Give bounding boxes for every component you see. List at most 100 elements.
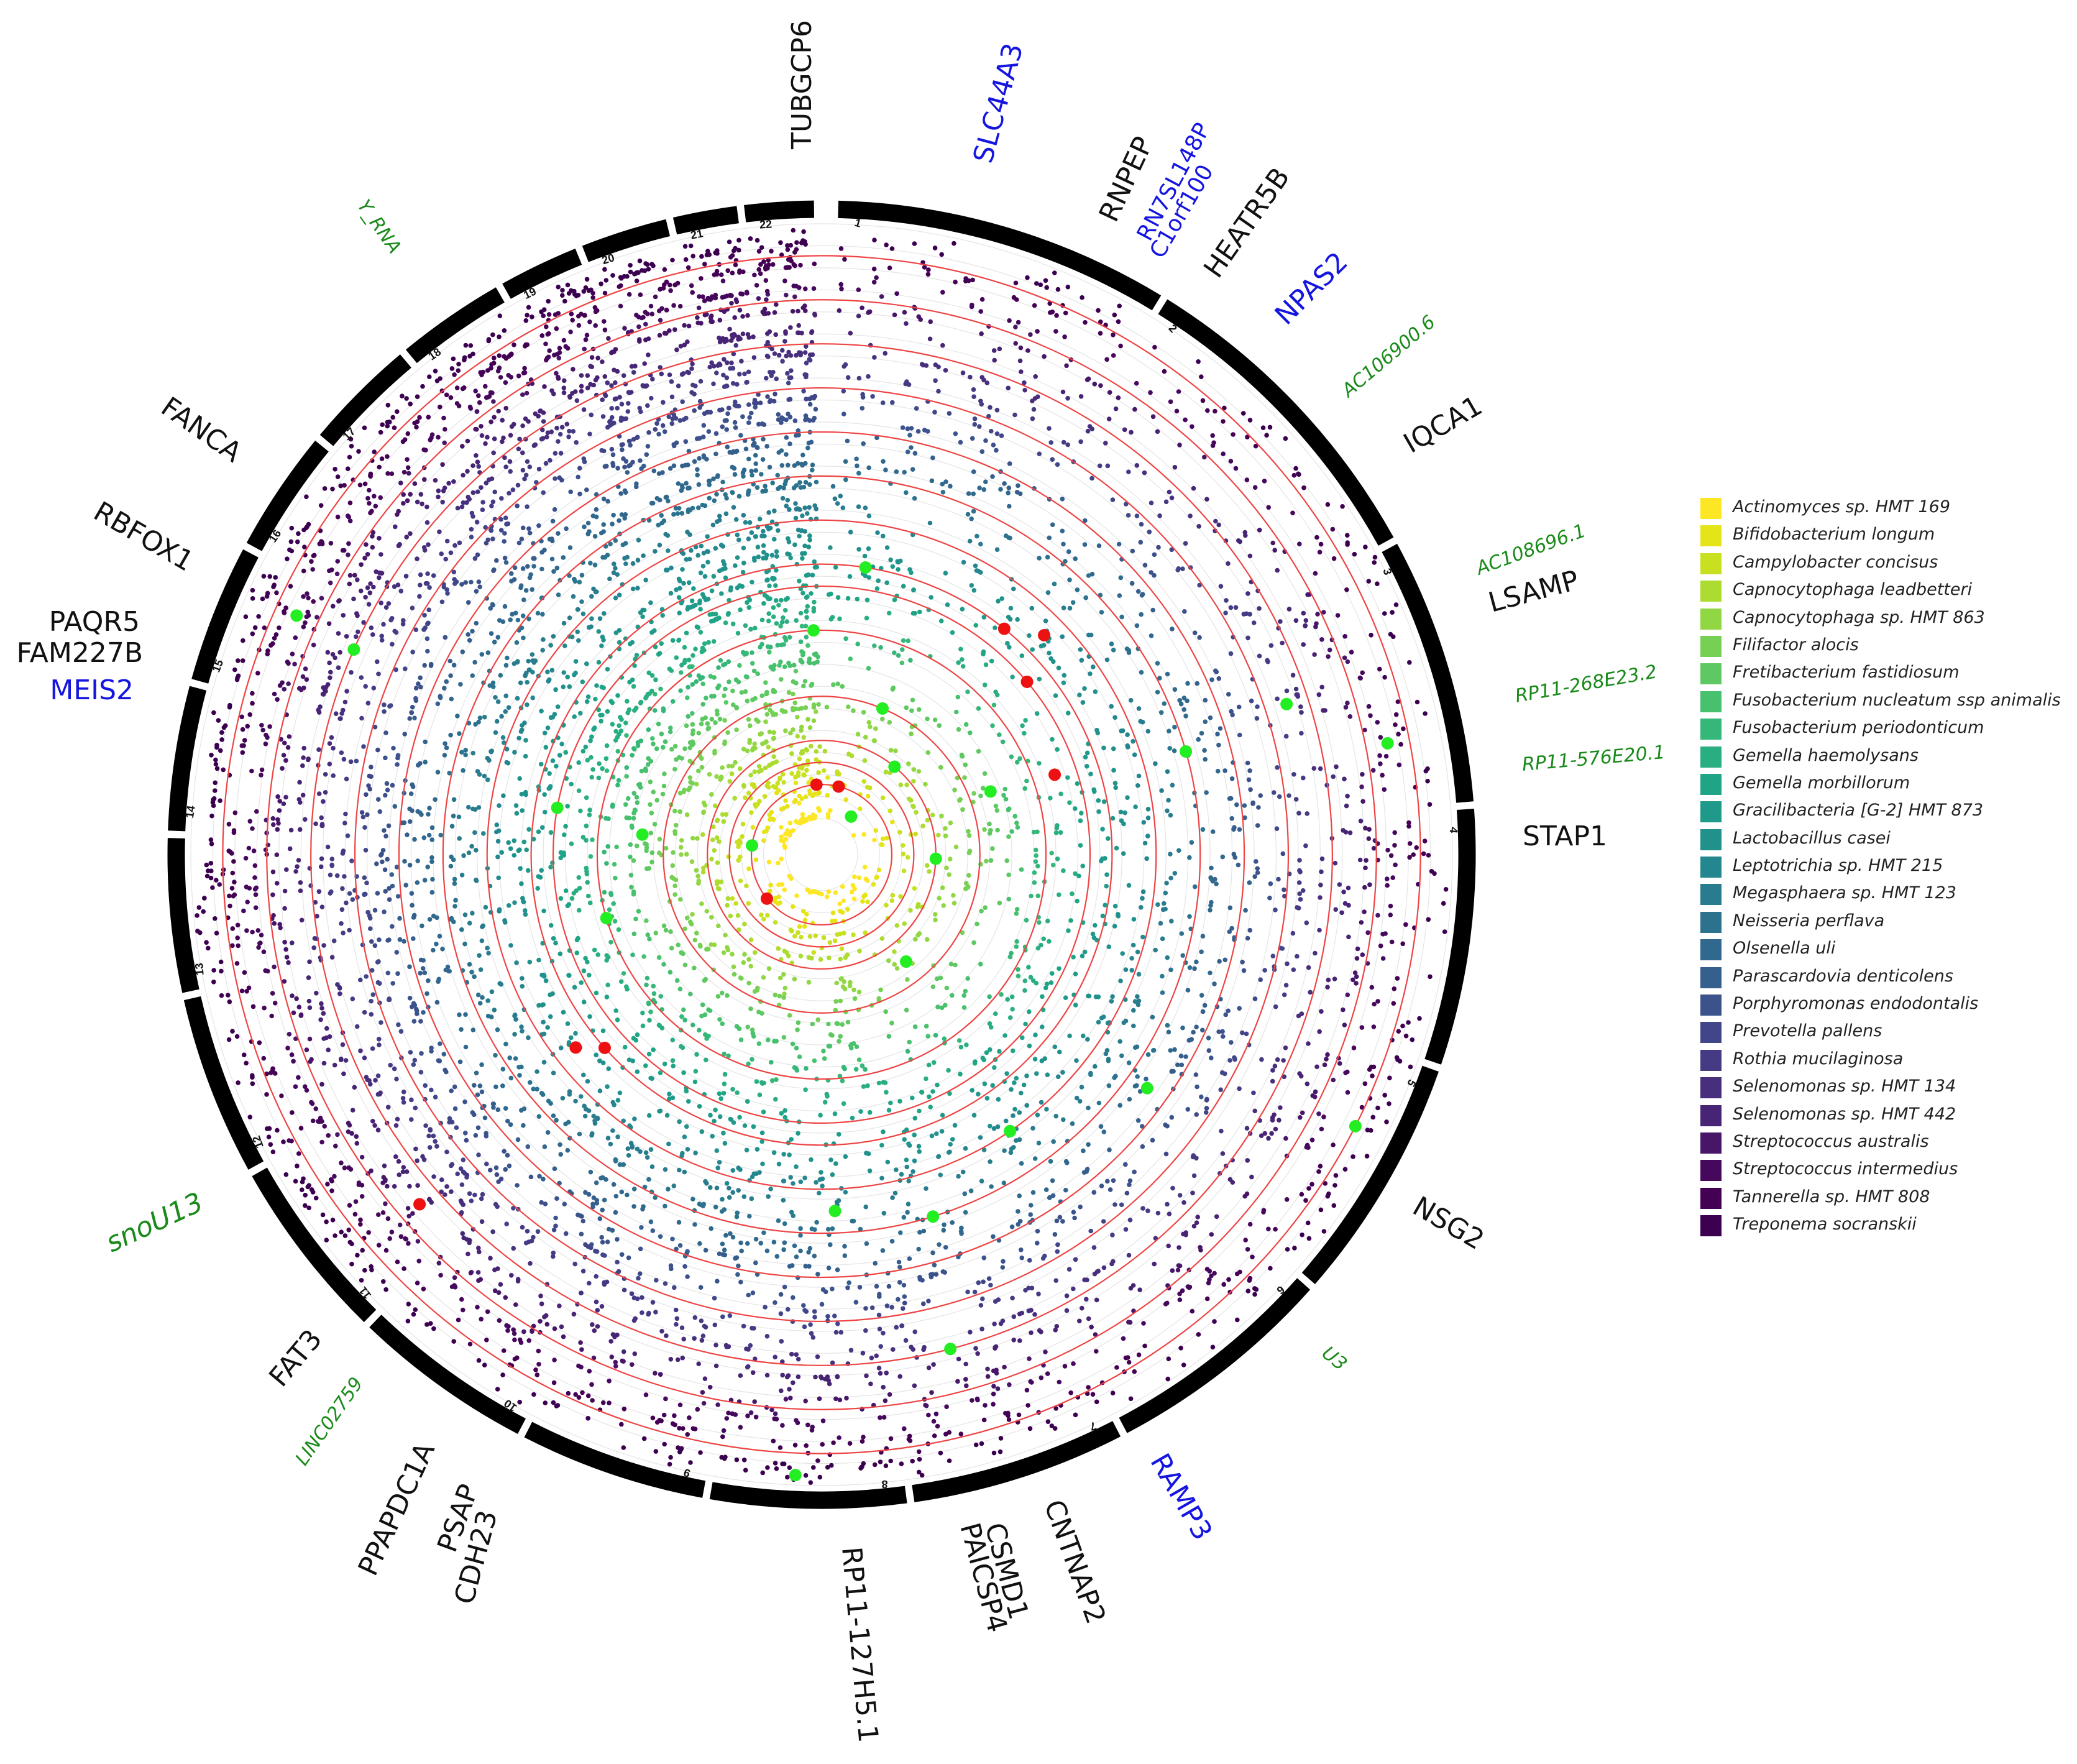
data-point <box>1026 965 1031 970</box>
data-point <box>924 363 929 368</box>
data-point <box>587 812 592 817</box>
data-point <box>1237 1086 1242 1091</box>
data-point <box>449 696 454 702</box>
data-point <box>520 1029 525 1034</box>
data-point <box>718 1096 723 1101</box>
data-point <box>746 402 751 407</box>
data-point <box>731 972 737 977</box>
data-point <box>565 1147 571 1153</box>
data-point <box>449 1088 454 1093</box>
data-point <box>1194 1084 1199 1090</box>
data-point <box>475 992 481 998</box>
data-point <box>828 808 833 813</box>
data-point <box>1192 884 1198 889</box>
data-point <box>1037 676 1042 682</box>
data-point <box>540 940 545 946</box>
data-point <box>565 674 570 680</box>
data-point <box>469 526 474 532</box>
data-point <box>1165 808 1170 814</box>
data-point <box>717 717 723 722</box>
data-point <box>864 1151 869 1155</box>
data-point <box>485 777 490 783</box>
data-point <box>588 561 593 566</box>
data-point <box>525 459 530 464</box>
data-point <box>1129 581 1135 586</box>
data-point <box>325 650 331 655</box>
data-point <box>482 1115 488 1121</box>
data-point <box>559 742 564 746</box>
data-point <box>743 446 749 452</box>
data-point <box>805 758 810 763</box>
data-point <box>1298 704 1303 709</box>
data-point <box>661 783 667 789</box>
data-point <box>738 607 743 612</box>
data-point <box>809 681 815 687</box>
data-point <box>1007 1015 1013 1020</box>
data-point <box>793 515 799 521</box>
data-point <box>605 666 610 672</box>
data-point <box>730 381 736 386</box>
data-point <box>1149 500 1154 505</box>
data-point <box>685 339 690 344</box>
data-point <box>794 433 799 438</box>
data-point <box>900 425 906 430</box>
data-point <box>1119 1202 1124 1208</box>
data-point <box>782 482 787 487</box>
data-point <box>761 543 766 548</box>
data-point <box>629 884 634 890</box>
data-point <box>515 617 521 623</box>
data-point <box>658 1234 663 1239</box>
data-point <box>792 463 797 468</box>
track-ring <box>564 597 1079 1112</box>
data-point <box>418 675 423 681</box>
data-point <box>898 782 904 788</box>
data-point <box>798 610 804 616</box>
data-point <box>748 773 753 778</box>
data-point <box>1040 1024 1045 1029</box>
data-point <box>577 886 582 891</box>
data-point <box>884 835 889 841</box>
data-point <box>721 559 726 564</box>
data-point <box>576 875 582 880</box>
data-point <box>786 953 791 958</box>
data-point <box>693 1151 698 1155</box>
data-point <box>731 351 736 357</box>
data-point <box>740 414 745 420</box>
data-point <box>455 714 460 719</box>
data-point <box>503 1041 508 1047</box>
data-point <box>602 850 607 855</box>
data-point <box>902 1137 907 1142</box>
data-point <box>1226 692 1231 697</box>
data-point <box>1245 935 1250 941</box>
data-point <box>772 351 777 356</box>
data-point <box>817 1190 822 1196</box>
data-point <box>595 1102 600 1107</box>
data-point <box>635 1032 640 1037</box>
data-point <box>499 850 504 855</box>
data-point <box>750 661 755 666</box>
data-point <box>576 788 582 793</box>
data-point <box>691 586 696 591</box>
data-point <box>615 1134 620 1139</box>
data-point <box>1251 1090 1256 1096</box>
data-point <box>558 896 564 901</box>
data-point <box>639 466 644 471</box>
data-point <box>855 463 860 469</box>
data-point <box>600 766 605 771</box>
data-point <box>495 1107 501 1113</box>
data-point <box>1135 589 1141 594</box>
data-point <box>1107 1187 1113 1192</box>
data-point <box>774 549 779 554</box>
data-point <box>539 709 544 714</box>
data-point <box>983 438 988 443</box>
data-point <box>909 426 914 431</box>
data-point <box>725 730 730 735</box>
data-point <box>1185 681 1190 686</box>
data-point <box>631 1318 637 1323</box>
data-point <box>1245 635 1250 641</box>
data-point <box>705 559 710 565</box>
data-point <box>592 1121 598 1126</box>
data-point <box>783 638 789 643</box>
data-point <box>584 661 589 666</box>
data-point <box>1197 582 1202 588</box>
